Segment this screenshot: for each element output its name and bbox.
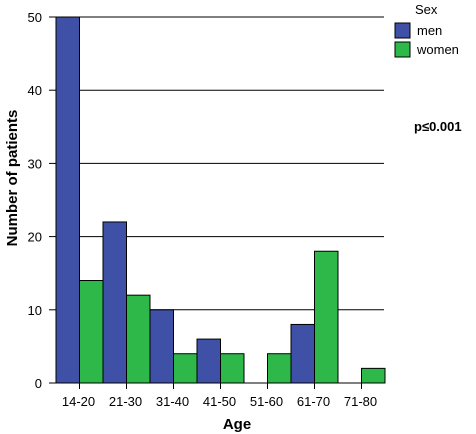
bar-men-31-40 xyxy=(149,309,174,384)
bar-women-51-60 xyxy=(267,353,292,384)
bar-men-41-50 xyxy=(196,338,221,384)
y-tick-labels: 0 10 20 30 40 50 xyxy=(28,10,56,391)
x-tick-label: 51-60 xyxy=(250,394,283,409)
y-tick-label: 50 xyxy=(28,10,42,25)
legend-label-men: men xyxy=(417,23,442,38)
x-tick-label: 61-70 xyxy=(297,394,330,409)
x-tick-label: 21-30 xyxy=(109,394,142,409)
y-tick-label: 40 xyxy=(28,83,42,98)
y-tick-label: 10 xyxy=(28,303,42,318)
y-tick-label: 30 xyxy=(28,156,42,171)
bar-men-14-20 xyxy=(55,16,80,384)
bar-women-71-80 xyxy=(361,367,386,384)
bar-women-14-20 xyxy=(79,280,104,384)
bars xyxy=(55,16,386,384)
legend-label-women: women xyxy=(416,42,459,57)
legend-swatch-women xyxy=(394,41,411,58)
bar-women-61-70 xyxy=(314,250,339,384)
legend: Sex men women xyxy=(394,2,459,58)
x-tick-label: 14-20 xyxy=(62,394,95,409)
bar-men-21-30 xyxy=(102,221,127,384)
y-tick-label: 0 xyxy=(35,376,42,391)
bar-women-31-40 xyxy=(173,353,198,384)
bar-women-21-30 xyxy=(126,294,151,384)
bar-women-41-50 xyxy=(220,353,245,384)
y-tick-label: 20 xyxy=(28,230,42,245)
y-axis-title: Number of patients xyxy=(4,110,21,247)
legend-swatch-men xyxy=(394,22,411,39)
x-tick-label: 41-50 xyxy=(203,394,236,409)
x-tick-label: 31-40 xyxy=(156,394,189,409)
x-axis-title: Age xyxy=(223,416,251,433)
p-value-annotation: p≤0.001 xyxy=(414,119,462,134)
bar-men-61-70 xyxy=(290,323,315,384)
x-tick-labels: 14-20 21-30 31-40 41-50 51-60 61-70 71-80 xyxy=(62,383,377,409)
legend-title: Sex xyxy=(415,2,438,17)
x-tick-label: 71-80 xyxy=(344,394,377,409)
